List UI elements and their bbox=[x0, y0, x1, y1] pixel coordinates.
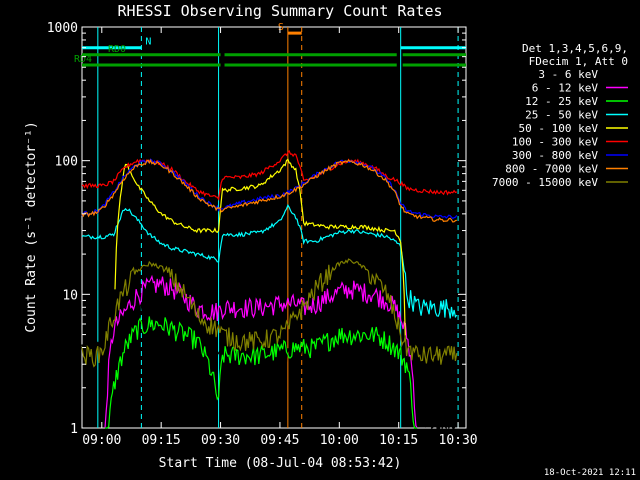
x-tick-label-10-30: 10:30 bbox=[439, 433, 478, 448]
flag-label-rd4: RD4 bbox=[74, 54, 92, 65]
y-tick-label-10: 10 bbox=[62, 288, 78, 303]
legend-label-3-6-kev: 3 - 6 keV bbox=[538, 68, 598, 81]
legend-label-7000-15000-kev: 7000 - 15000 keV bbox=[492, 176, 598, 189]
legend-label-100-300-kev: 100 - 300 keV bbox=[512, 136, 598, 149]
x-tick-label-09-45: 09:45 bbox=[260, 433, 299, 448]
date-stamp: 18-Oct-2021 12:11 bbox=[544, 468, 636, 478]
plot-border bbox=[81, 26, 467, 429]
legend-label-25-50-kev: 25 - 50 keV bbox=[525, 109, 598, 122]
x-tick-label-09-30: 09:30 bbox=[201, 433, 240, 448]
plot-frame bbox=[81, 26, 467, 429]
legend-header-line-0: Det 1,3,4,5,6,9, bbox=[522, 42, 628, 55]
series-line-7000-15000-kev bbox=[81, 258, 458, 368]
series-line-800-7000-kev bbox=[81, 158, 458, 223]
y-tick-label-100: 100 bbox=[55, 155, 78, 170]
x-tick-label-10-00: 10:00 bbox=[320, 433, 359, 448]
vertical-markers bbox=[97, 27, 459, 428]
series-line-3-6-kev bbox=[81, 288, 458, 430]
y-axis-ticks: 1 10 100 1000 bbox=[47, 21, 466, 437]
legend-label-6-12-kev: 6 - 12 keV bbox=[532, 82, 599, 95]
legend-label-800-7000-kev: 800 - 7000 keV bbox=[505, 163, 598, 176]
x-axis-label: Start Time (08-Jul-04 08:53:42) bbox=[159, 456, 402, 471]
y-axis-label: Count Rate (s⁻¹ detector⁻¹) bbox=[24, 121, 39, 332]
legend-label-12-25-kev: 12 - 25 keV bbox=[525, 95, 598, 108]
series-line-300-800-kev bbox=[81, 158, 458, 220]
legend: Det 1,3,4,5,6,9,FDecim 1, Att 03 - 6 keV… bbox=[492, 42, 628, 189]
y-tick-label-1: 1 bbox=[70, 422, 78, 437]
flag-bars: N S RD0 RD4 bbox=[74, 22, 466, 67]
series-line-12-25-kev bbox=[105, 316, 418, 429]
flag-label-n: N bbox=[145, 37, 151, 48]
legend-label-50-100-kev: 50 - 100 keV bbox=[519, 122, 599, 135]
legend-label-300-800-kev: 300 - 800 keV bbox=[512, 149, 598, 162]
series-line-50-100-kev bbox=[114, 158, 406, 342]
series-lines bbox=[81, 149, 458, 430]
x-axis-ticks: 09:00 09:15 09:30 09:45 10:00 10:15 10:30 bbox=[82, 27, 478, 448]
flag-label-rd0: RD0 bbox=[108, 44, 126, 55]
x-tick-label-10-15: 10:15 bbox=[379, 433, 418, 448]
x-tick-label-09-15: 09:15 bbox=[142, 433, 181, 448]
chart-title: RHESSI Observing Summary Count Rates bbox=[117, 2, 442, 20]
legend-header-line-1: FDecim 1, Att 0 bbox=[529, 55, 628, 68]
flag-label-s: S bbox=[278, 22, 284, 33]
y-tick-label-1000: 1000 bbox=[47, 21, 78, 36]
x-tick-label-09-00: 09:00 bbox=[82, 433, 121, 448]
series-line-6-12-kev bbox=[104, 274, 418, 429]
series-line-25-50-kev bbox=[81, 203, 458, 319]
